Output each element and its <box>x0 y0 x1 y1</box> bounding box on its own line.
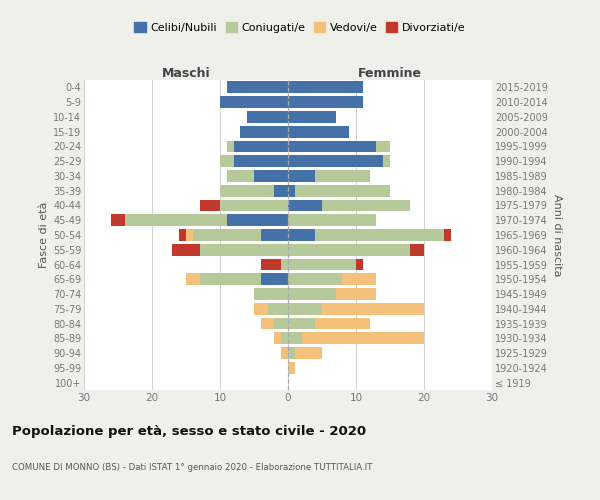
Bar <box>315 229 445 241</box>
Bar <box>335 288 376 300</box>
Bar <box>288 170 315 182</box>
Bar <box>288 347 295 359</box>
Bar <box>254 303 268 314</box>
Bar <box>200 274 261 285</box>
Bar <box>261 318 274 330</box>
Bar <box>220 200 288 211</box>
Bar <box>247 111 288 123</box>
Bar <box>241 126 288 138</box>
Bar <box>288 82 363 94</box>
Bar <box>288 185 295 196</box>
Bar <box>376 140 390 152</box>
Bar <box>233 140 288 152</box>
Y-axis label: Anni di nascita: Anni di nascita <box>552 194 562 276</box>
Bar <box>288 214 376 226</box>
Text: COMUNE DI MONNO (BS) - Dati ISTAT 1° gennaio 2020 - Elaborazione TUTTITALIA.IT: COMUNE DI MONNO (BS) - Dati ISTAT 1° gen… <box>12 463 373 472</box>
Bar <box>281 258 288 270</box>
Bar <box>288 156 383 167</box>
Bar <box>288 318 315 330</box>
Text: Maschi: Maschi <box>161 67 211 80</box>
Bar <box>274 318 288 330</box>
Bar <box>288 303 322 314</box>
Bar <box>445 229 451 241</box>
Bar <box>274 332 281 344</box>
Bar <box>227 170 254 182</box>
Bar <box>295 347 322 359</box>
Bar <box>233 156 288 167</box>
Bar <box>288 244 410 256</box>
Bar <box>315 170 370 182</box>
Bar <box>254 288 288 300</box>
Bar <box>227 140 233 152</box>
Bar <box>186 274 200 285</box>
Bar <box>288 96 363 108</box>
Bar <box>315 318 370 330</box>
Bar <box>186 229 193 241</box>
Bar <box>322 200 410 211</box>
Bar <box>302 332 424 344</box>
Bar <box>288 200 322 211</box>
Bar <box>220 96 288 108</box>
Bar <box>288 362 295 374</box>
Bar <box>410 244 424 256</box>
Bar <box>356 258 363 270</box>
Bar <box>111 214 125 226</box>
Bar <box>288 258 356 270</box>
Bar <box>125 214 227 226</box>
Bar <box>200 244 288 256</box>
Bar <box>281 332 288 344</box>
Bar <box>288 140 376 152</box>
Text: Popolazione per età, sesso e stato civile - 2020: Popolazione per età, sesso e stato civil… <box>12 425 366 438</box>
Y-axis label: Fasce di età: Fasce di età <box>38 202 49 268</box>
Bar <box>193 229 261 241</box>
Bar <box>227 214 288 226</box>
Bar <box>172 244 200 256</box>
Legend: Celibi/Nubili, Coniugati/e, Vedovi/e, Divorziati/e: Celibi/Nubili, Coniugati/e, Vedovi/e, Di… <box>130 18 470 38</box>
Bar <box>200 200 220 211</box>
Bar <box>288 126 349 138</box>
Text: Femmine: Femmine <box>358 67 422 80</box>
Bar <box>383 156 390 167</box>
Bar <box>343 274 376 285</box>
Bar <box>281 347 288 359</box>
Bar <box>261 229 288 241</box>
Bar <box>288 274 343 285</box>
Bar <box>268 303 288 314</box>
Bar <box>179 229 186 241</box>
Bar <box>288 332 302 344</box>
Bar <box>261 274 288 285</box>
Bar <box>322 303 424 314</box>
Bar <box>288 229 315 241</box>
Bar <box>274 185 288 196</box>
Bar <box>261 258 281 270</box>
Bar <box>254 170 288 182</box>
Bar <box>288 288 335 300</box>
Bar <box>288 111 335 123</box>
Bar <box>220 156 233 167</box>
Bar <box>220 185 274 196</box>
Bar <box>295 185 390 196</box>
Bar <box>227 82 288 94</box>
